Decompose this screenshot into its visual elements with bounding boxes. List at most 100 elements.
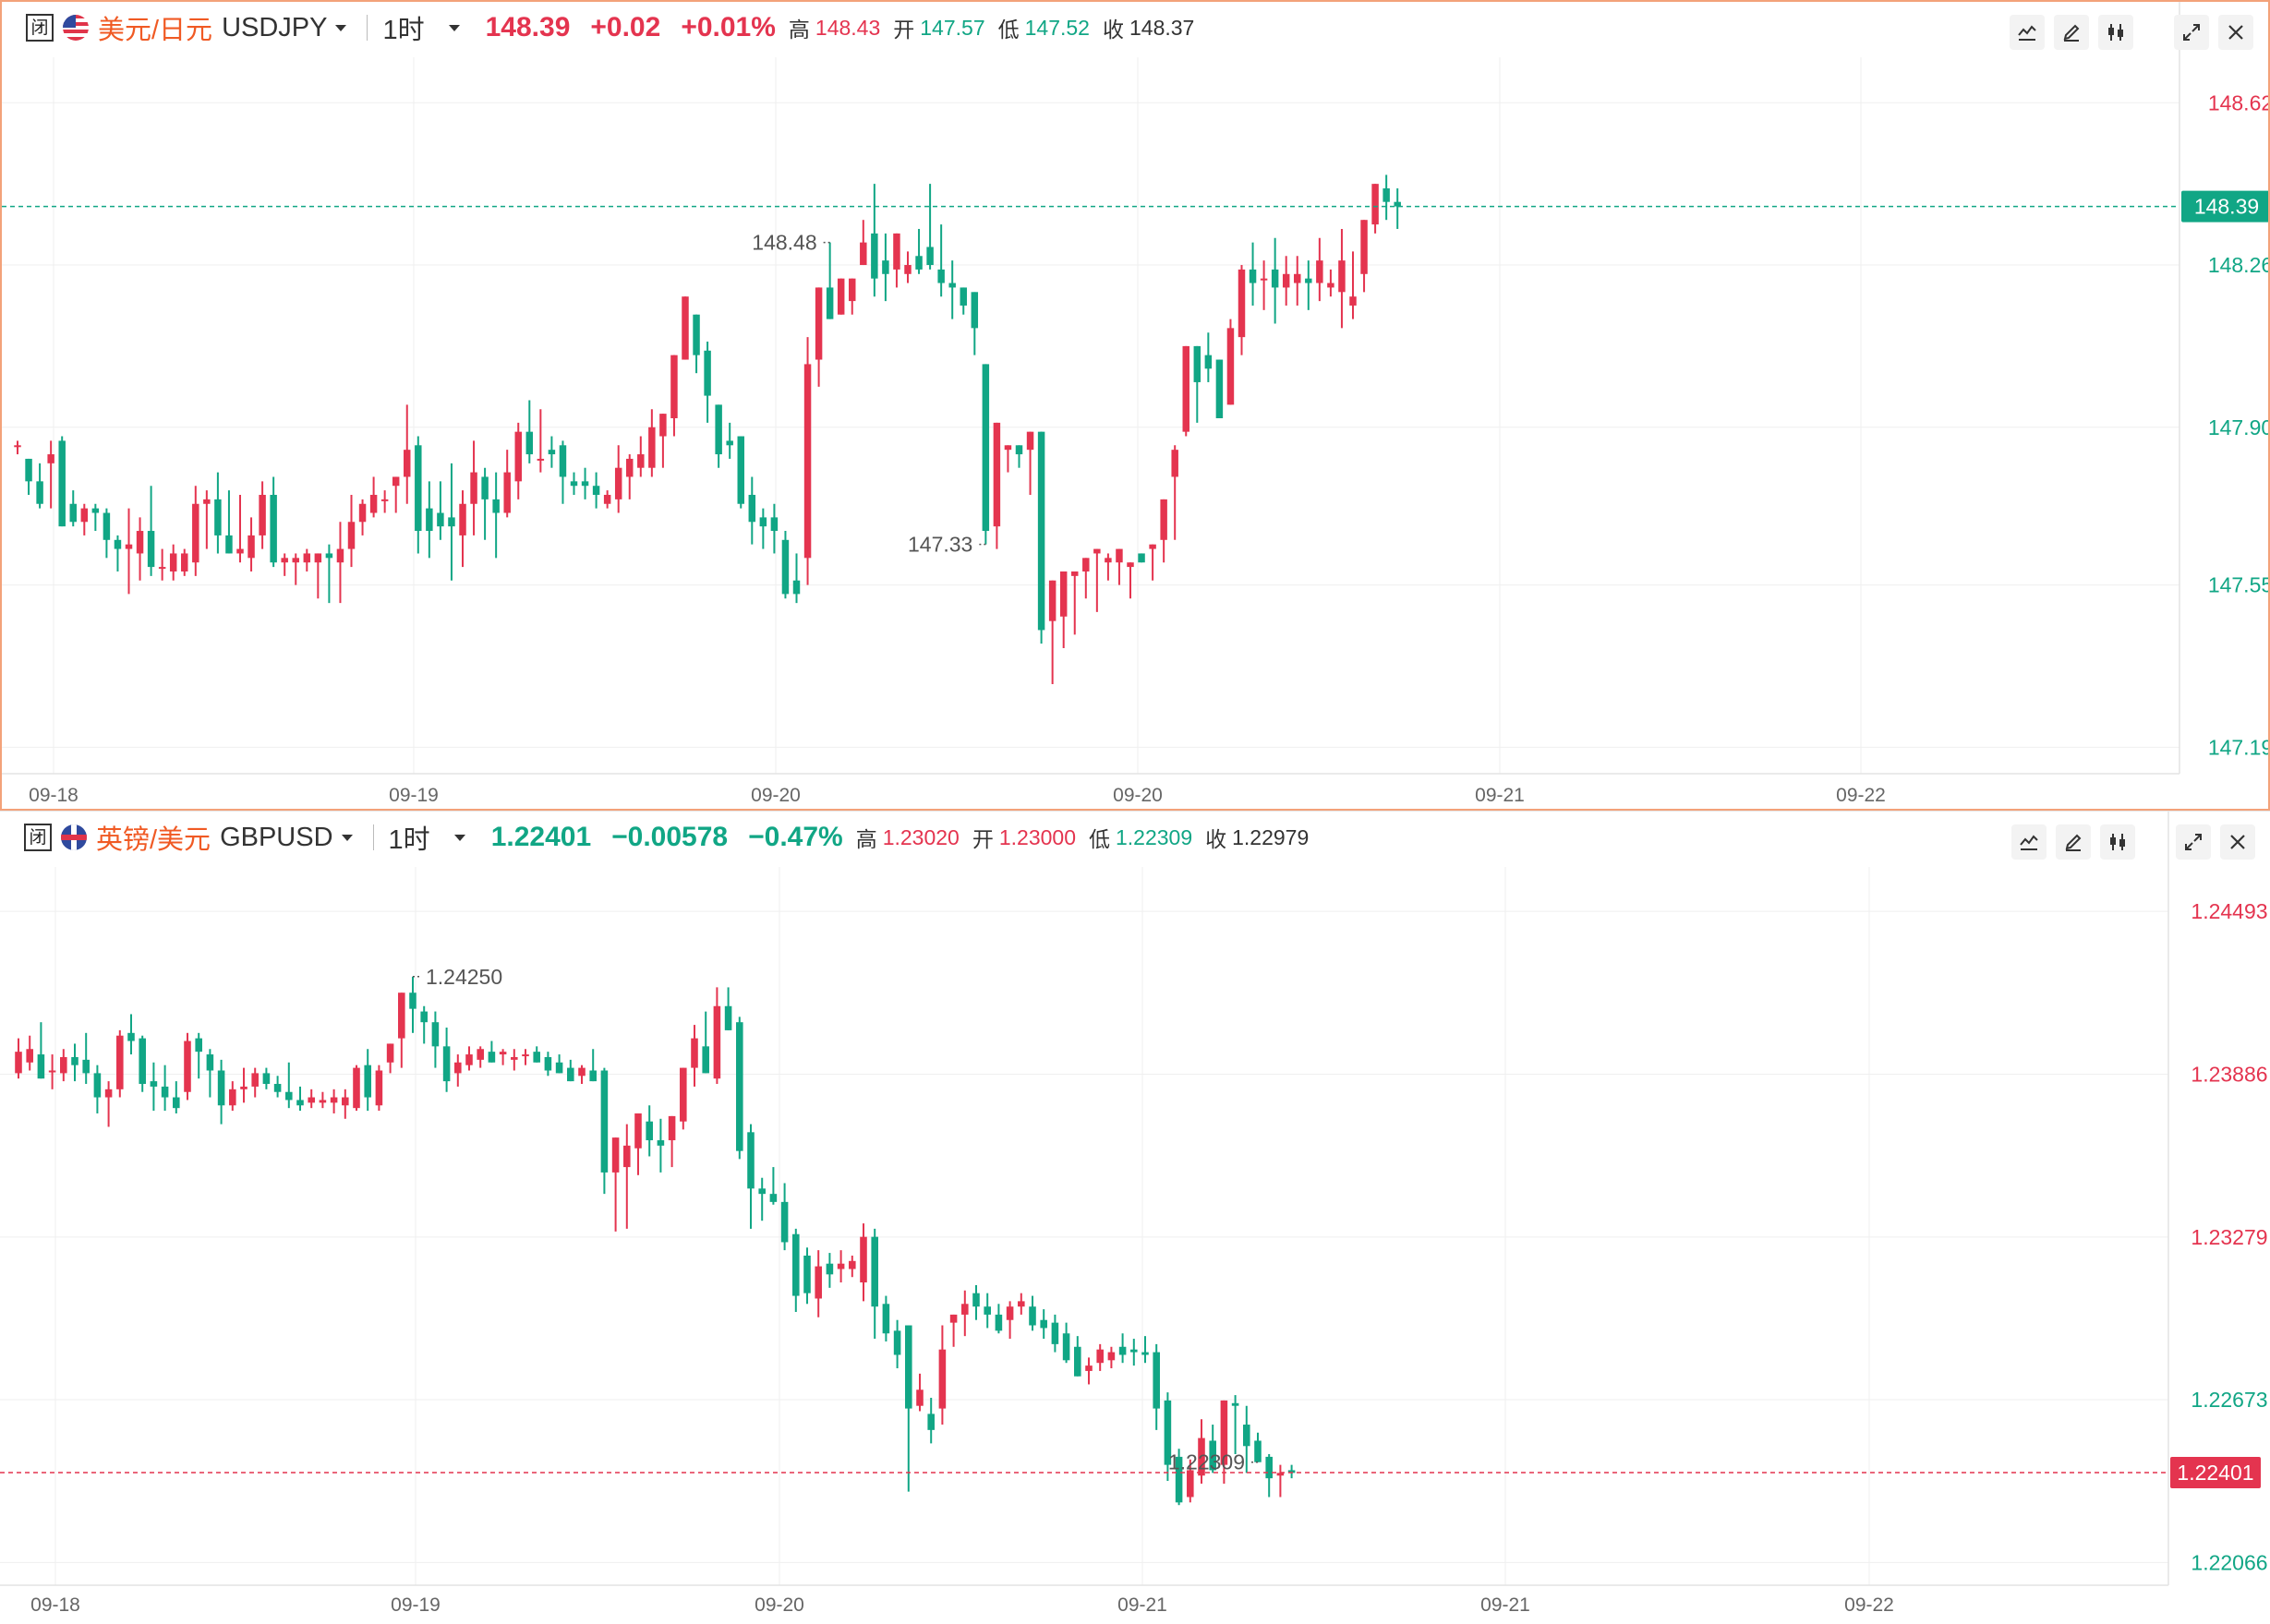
- candle-body: [308, 1097, 315, 1103]
- candle: [1209, 1425, 1216, 1474]
- candle: [993, 422, 1001, 549]
- candle: [14, 440, 21, 455]
- candle-body: [125, 544, 133, 549]
- interval-chevron-down-icon[interactable]: [453, 834, 465, 841]
- candle: [759, 508, 767, 549]
- usdjpy-candlestick-chart[interactable]: 09-18 09-19 09-20 09-20 09-21 09-22 148.62 148.…: [2, 2, 2268, 809]
- candle: [1006, 1301, 1014, 1340]
- candle: [392, 476, 400, 513]
- candle: [1231, 1395, 1239, 1454]
- interval-selector[interactable]: 1时: [382, 16, 425, 45]
- candle: [555, 1054, 563, 1074]
- candle: [726, 422, 733, 459]
- symbol-chevron-down-icon[interactable]: [341, 834, 353, 841]
- candle: [91, 503, 100, 532]
- candle: [1204, 332, 1213, 382]
- candle: [499, 1049, 507, 1065]
- candle-body: [1338, 260, 1346, 293]
- candle-body: [961, 1304, 969, 1315]
- candle: [214, 472, 222, 554]
- symbol-chevron-down-icon[interactable]: [335, 24, 347, 31]
- last-price-tag: [2170, 1457, 2261, 1489]
- last-price: 1.22401: [490, 822, 592, 852]
- candle: [758, 1177, 766, 1221]
- candle: [1282, 256, 1290, 306]
- candle-body: [181, 553, 188, 571]
- usdjpy-chart-panel[interactable]: 09-18 09-19 09-20 09-20 09-21 09-22 148.62 148.…: [0, 0, 2270, 811]
- x-tick-label: 09-19: [389, 785, 439, 806]
- candle-body: [1096, 1349, 1104, 1364]
- candle: [1305, 260, 1312, 310]
- candle-body: [1082, 558, 1090, 571]
- candle: [358, 499, 367, 535]
- candle: [937, 224, 945, 297]
- candle: [296, 1086, 304, 1112]
- indicator-icon[interactable]: [2010, 15, 2045, 50]
- candle: [724, 987, 732, 1030]
- candle: [1138, 553, 1145, 563]
- candle-body: [948, 283, 956, 288]
- candle: [1349, 251, 1357, 319]
- y-tick-label: 148.62: [2208, 90, 2268, 114]
- candle: [136, 517, 144, 581]
- candle: [1226, 319, 1235, 405]
- candle: [161, 1065, 169, 1112]
- candle-body: [1093, 548, 1101, 554]
- candle-body: [578, 1067, 586, 1077]
- candle-body: [904, 265, 912, 274]
- candle: [792, 1228, 800, 1312]
- candle-body: [60, 1056, 67, 1074]
- candle: [492, 472, 500, 559]
- candle-body: [849, 278, 856, 302]
- draw-icon[interactable]: [2054, 15, 2089, 50]
- candle: [537, 409, 545, 473]
- close-icon[interactable]: [2220, 824, 2255, 860]
- symbol-code[interactable]: GBPUSD: [220, 822, 333, 852]
- fullscreen-icon[interactable]: [2176, 824, 2211, 860]
- candle-body: [398, 992, 405, 1039]
- candle-body: [559, 445, 567, 477]
- candle-type-icon[interactable]: [2100, 824, 2135, 860]
- candle-body: [637, 454, 645, 468]
- indicator-icon[interactable]: [2011, 824, 2047, 860]
- candle: [748, 476, 756, 545]
- candle-body: [1149, 544, 1156, 549]
- candle: [1116, 548, 1123, 585]
- candle-body: [972, 1293, 980, 1307]
- candle: [849, 1255, 856, 1278]
- candle-body: [1004, 445, 1012, 451]
- candle: [229, 1081, 236, 1112]
- gbpusd-candlestick-chart[interactable]: 09-18 09-19 09-20 09-21 09-21 09-22 1.24493 1.2…: [0, 812, 2270, 1624]
- gbpusd-chart-panel[interactable]: 09-18 09-19 09-20 09-21 09-21 09-22 1.24493 1.2…: [0, 811, 2270, 1623]
- interval-selector[interactable]: 1时: [388, 825, 430, 855]
- candle: [713, 987, 721, 1085]
- candle: [1082, 558, 1090, 599]
- candle-body: [203, 499, 211, 504]
- market-closed-icon: 闭: [24, 824, 52, 851]
- candle: [1394, 188, 1401, 229]
- candle: [240, 1067, 248, 1103]
- low-label: 低: [997, 18, 1020, 42]
- candle: [1059, 571, 1068, 648]
- close-icon[interactable]: [2218, 15, 2253, 50]
- candle-type-icon[interactable]: [2098, 15, 2133, 50]
- price-change: +0.02: [590, 12, 661, 42]
- y-tick-label: 148.26: [2208, 253, 2268, 277]
- candle: [904, 251, 912, 283]
- candle: [815, 287, 823, 387]
- candle: [533, 1046, 540, 1063]
- interval-chevron-down-icon[interactable]: [448, 24, 460, 31]
- candle: [680, 1067, 687, 1130]
- draw-icon[interactable]: [2056, 824, 2091, 860]
- fullscreen-icon[interactable]: [2174, 15, 2209, 50]
- candle: [192, 486, 199, 576]
- candle: [893, 233, 900, 288]
- candle: [781, 531, 790, 599]
- symbol-name[interactable]: 英镑/美元: [96, 825, 211, 855]
- y-tick-label: 147.55: [2208, 573, 2268, 597]
- y-tick-label: 147.19: [2208, 735, 2268, 759]
- candle-body: [386, 1043, 394, 1063]
- symbol-name[interactable]: 美元/日元: [98, 16, 213, 45]
- symbol-code[interactable]: USDJPY: [222, 12, 328, 42]
- candle-body: [1316, 260, 1323, 283]
